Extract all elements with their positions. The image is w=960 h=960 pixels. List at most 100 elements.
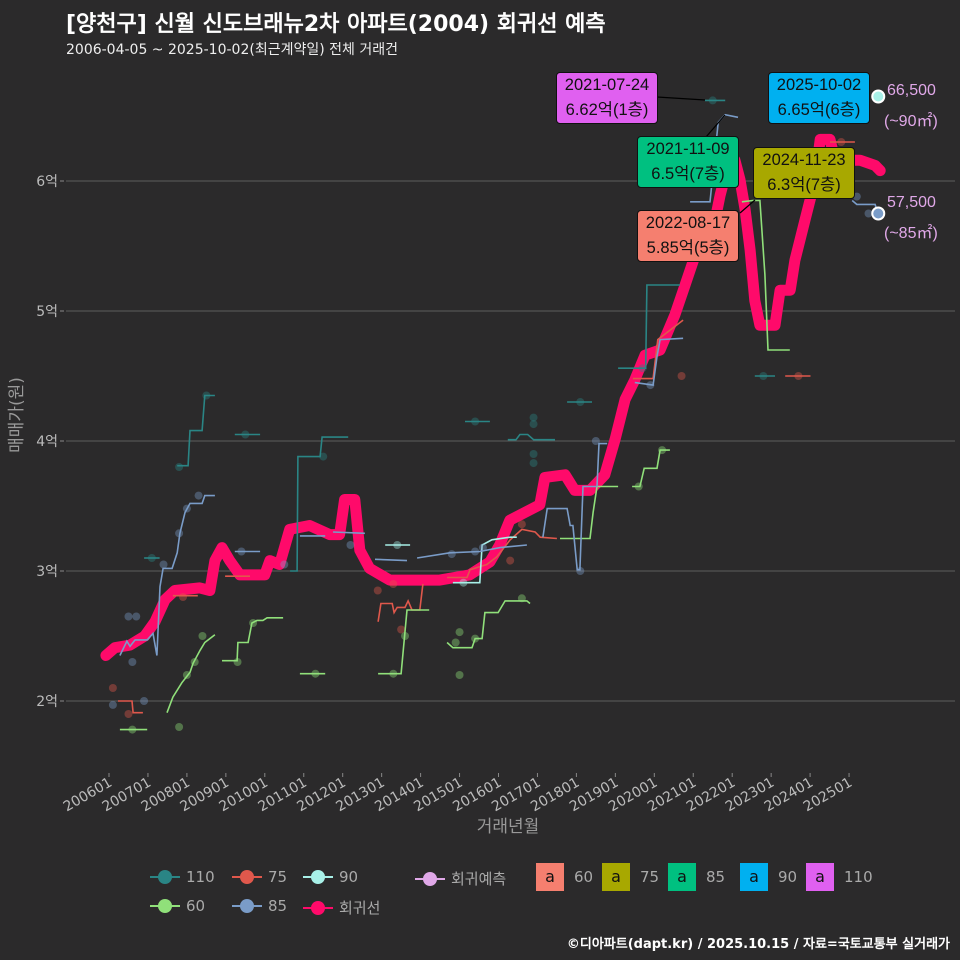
legend-label: 60: [186, 897, 206, 915]
x-axis-title: 거래년월: [477, 817, 540, 837]
annotation-date: 2021-11-09: [646, 140, 730, 158]
axes: 2억3억4억5억6억200601200701200801200901201001…: [36, 174, 855, 815]
gridlines: [66, 180, 955, 702]
data-point: [529, 459, 538, 468]
price-step-line: [118, 700, 143, 714]
legend-box-75: a 75: [602, 863, 659, 891]
legend-label: 110: [186, 868, 215, 886]
series-75: [108, 138, 855, 718]
price-step-line: [290, 436, 349, 572]
data-point: [132, 612, 141, 621]
data-point: [124, 612, 133, 621]
price-step-line: [634, 337, 684, 387]
legend-item-회귀선: 회귀선: [303, 897, 380, 918]
data-point: [677, 372, 686, 380]
y-axis-title: 매매가(원): [7, 377, 27, 453]
annotation-2021-07-24: 2021-07-24 6.62억(1층): [556, 72, 658, 124]
data-point: [175, 463, 184, 471]
annotation-2022-08-17: 2022-08-17 5.85억(5층): [637, 210, 739, 262]
legend-line-point-icon: [150, 898, 180, 914]
price-step-line: [632, 319, 684, 380]
data-point: [140, 697, 149, 705]
series-90: [385, 536, 517, 587]
legend-box-85: a 85: [668, 863, 725, 891]
prediction-90-value: 66,500: [887, 82, 936, 99]
data-point: [455, 671, 464, 679]
price-step-line: [452, 536, 517, 584]
data-point: [179, 593, 188, 601]
legend-line-point-icon: [150, 869, 180, 885]
annotation-price: 6.62억(1층): [565, 101, 649, 119]
price-step-line: [177, 394, 215, 467]
data-point: [198, 632, 207, 640]
series-110: [144, 96, 775, 572]
y-tick-label: 4억: [36, 434, 58, 450]
legend-label: 회귀선: [339, 899, 381, 917]
legend-item-90: 90: [303, 868, 358, 886]
annotation-2025-10-02: 2025-10-02 6.65억(6층): [768, 72, 870, 124]
annotation-date: 2025-10-02: [776, 76, 862, 94]
legend-label: 85: [706, 868, 726, 886]
legend-box-90: a 90: [740, 863, 797, 891]
price-step-line: [222, 616, 284, 662]
data-point: [455, 628, 464, 637]
legend-line-point-icon: [232, 898, 262, 914]
price-step-line: [618, 284, 680, 370]
price-step-line: [447, 528, 557, 579]
prediction-point: [871, 206, 886, 221]
annotation-date: 2024-11-23: [762, 151, 846, 169]
data-point: [280, 560, 289, 569]
annotation-price: 6.5억(7층): [651, 165, 725, 183]
y-tick-label: 2억: [36, 694, 58, 710]
data-point: [346, 541, 355, 549]
price-step-line: [446, 600, 531, 649]
legend-line-point-icon: [232, 869, 262, 885]
data-point: [517, 520, 526, 529]
legend-line-point-icon: [303, 900, 333, 916]
price-step-line: [416, 544, 527, 559]
footer-credit: ©디아파트(dapt.kr) / 2025.10.15 / 자료=국토교통부 실…: [566, 937, 950, 952]
legend-label: 85: [268, 897, 288, 915]
legend-label: 90: [778, 868, 798, 886]
data-point: [478, 543, 487, 552]
legend-swatch: a: [806, 863, 834, 891]
annotation-price: 5.85억(5층): [646, 239, 730, 257]
data-point: [529, 450, 538, 458]
legend-label: 75: [640, 868, 660, 886]
annotation-price: 6.3억(7층): [767, 176, 841, 194]
series-layer: [100, 89, 886, 734]
price-step-line: [332, 531, 365, 535]
data-point: [864, 209, 873, 218]
series-회귀선: [100, 133, 886, 661]
legend-item-85: 85: [232, 897, 287, 915]
data-point: [373, 586, 382, 595]
price-step-line: [560, 485, 619, 540]
data-point: [108, 684, 117, 692]
legend-line-point-icon: [303, 869, 333, 885]
legend-label: 회귀예측: [451, 870, 507, 888]
price-step-line: [119, 494, 215, 656]
legend-swatch: a: [740, 863, 768, 891]
price-step-line: [166, 634, 216, 713]
data-point: [319, 452, 328, 461]
legend-label: 90: [339, 868, 359, 886]
data-point: [397, 625, 406, 634]
chart-title: [양천구] 신월 신도브래뉴2차 아파트(2004) 회귀선 예측: [66, 12, 606, 37]
data-point: [451, 638, 460, 647]
data-point: [175, 723, 184, 731]
price-step-line: [378, 609, 430, 675]
prediction-85-area: (~85㎡): [884, 225, 938, 242]
annotation-2024-11-23: 2024-11-23 6.3억(7층): [753, 147, 855, 199]
price-step-line: [377, 583, 424, 622]
annotation-leader-line: [656, 96, 706, 101]
prediction-point: [871, 89, 886, 104]
annotation-price: 6.65억(6층): [777, 101, 861, 119]
legend-box-60: a 60: [536, 863, 593, 891]
data-point: [529, 413, 538, 422]
price-step-line: [542, 442, 608, 571]
annotation-leader-line: [739, 199, 756, 214]
data-point: [591, 437, 600, 445]
y-tick-label: 6억: [36, 174, 58, 190]
price-step-line: [374, 558, 408, 562]
